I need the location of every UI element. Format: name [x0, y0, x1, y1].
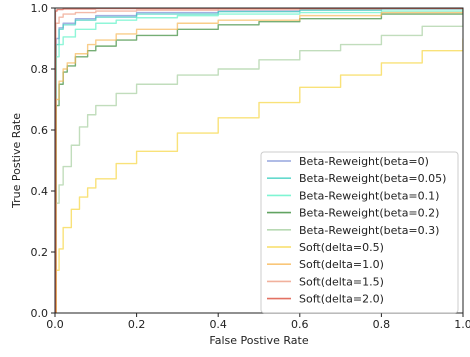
y-tick-label: 1.0: [31, 2, 49, 15]
x-tick-label: 0.8: [373, 318, 391, 331]
x-tick-label: 0.2: [128, 318, 146, 331]
series-line-2: [55, 8, 463, 313]
legend-label: Beta-Reweight(beta=0): [299, 155, 429, 168]
series-line-6: [55, 8, 463, 313]
y-tick-label: 0.0: [31, 307, 49, 320]
series-line-4: [55, 14, 463, 313]
y-tick-label: 0.8: [31, 63, 49, 76]
series-line-3: [55, 8, 463, 313]
y-tick-label: 0.6: [31, 124, 49, 137]
legend-label: Beta-Reweight(beta=0.3): [299, 224, 439, 237]
legend-label: Beta-Reweight(beta=0.05): [299, 172, 446, 185]
legend-label: Soft(delta=0.5): [299, 241, 384, 254]
legend-label: Soft(delta=2.0): [299, 293, 384, 306]
legend-frame: [260, 151, 459, 314]
legend-label: Soft(delta=1.5): [299, 275, 384, 288]
legend-label: Beta-Reweight(beta=0.2): [299, 207, 439, 220]
y-tick-label: 0.2: [31, 246, 49, 259]
x-tick-label: 1.0: [454, 318, 470, 331]
plot-frame: [54, 7, 464, 314]
series-line-5: [55, 38, 463, 313]
y-axis-ticks: 0.0 0.2 0.4 0.6 0.8 1.0: [31, 2, 55, 320]
x-axis-title: False Postive Rate: [209, 334, 308, 347]
x-tick-label: 0.6: [291, 318, 309, 331]
y-axis-title: True Postive Rate: [10, 113, 23, 209]
legend: Beta-Reweight(beta=0) Beta-Reweight(beta=…: [260, 151, 459, 314]
series-line-1: [55, 8, 463, 313]
curves-layer: [55, 8, 463, 313]
x-tick-label: 0.4: [209, 318, 227, 331]
legend-label: Soft(delta=1.0): [299, 258, 384, 271]
x-tick-label: 0.0: [46, 318, 64, 331]
legend-label: Beta-Reweight(beta=0.1): [299, 189, 439, 202]
y-tick-label: 0.4: [31, 185, 49, 198]
x-axis-ticks: 0.0 0.2 0.4 0.6 0.8 1.0: [46, 313, 470, 331]
